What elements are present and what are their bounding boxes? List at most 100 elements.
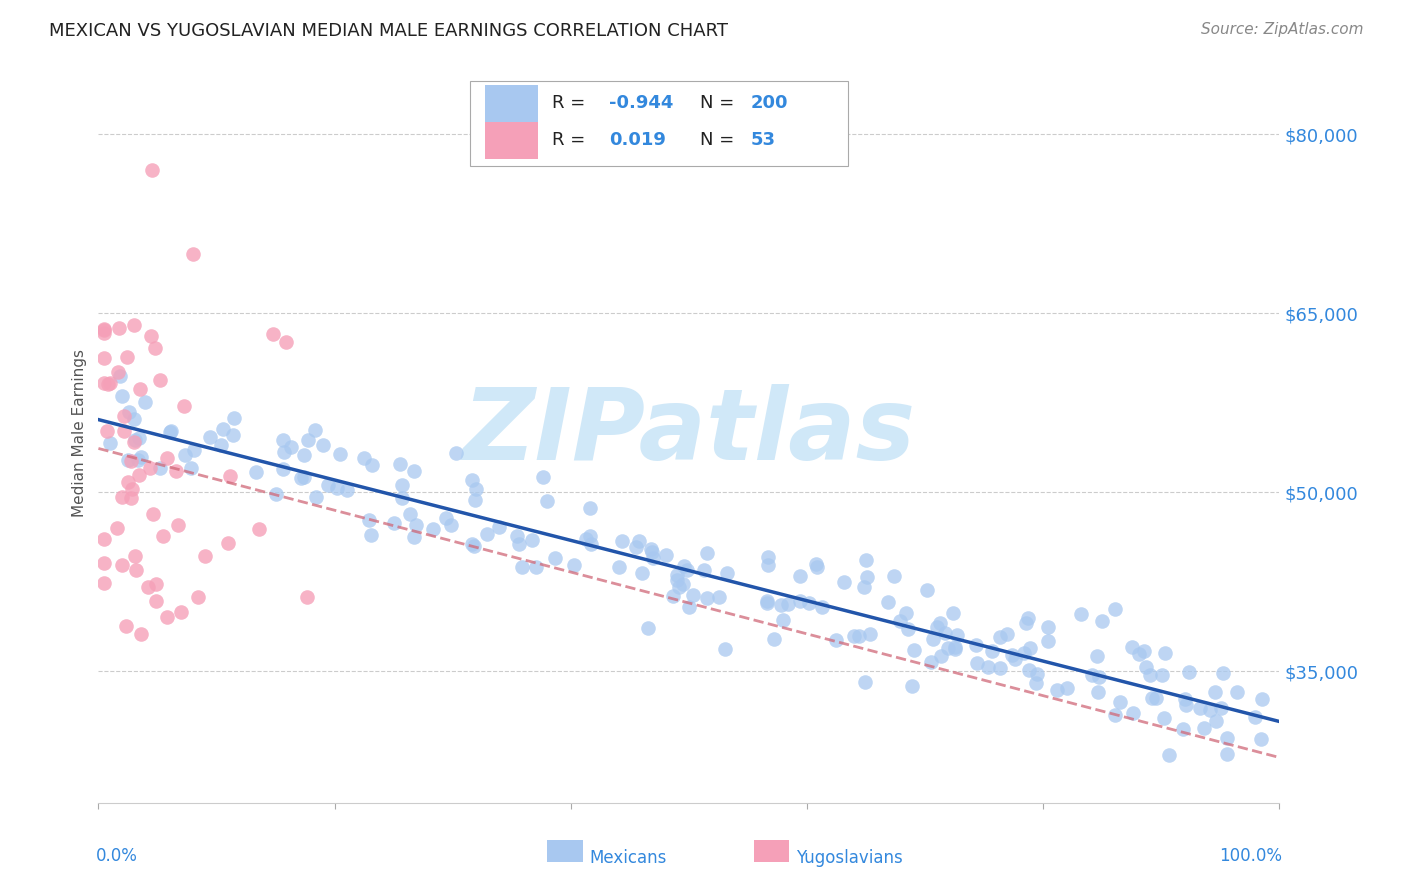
Point <box>93 556 115 570</box>
Point <box>852 580 875 594</box>
Point <box>1056 681 1078 696</box>
Point <box>305 491 328 505</box>
Point <box>506 529 529 543</box>
Point <box>93 533 115 547</box>
Point <box>120 491 142 506</box>
Point <box>995 626 1018 640</box>
Point <box>141 162 163 177</box>
Point <box>1188 701 1211 715</box>
Point <box>105 521 128 535</box>
Point <box>756 596 779 610</box>
Point <box>461 536 484 550</box>
Point <box>98 376 121 390</box>
Point <box>297 434 319 448</box>
Point <box>93 326 115 340</box>
Point <box>122 412 145 426</box>
Point <box>1081 668 1104 682</box>
Point <box>897 623 920 637</box>
Point <box>115 350 138 364</box>
Point <box>915 583 938 598</box>
Text: 100.0%: 100.0% <box>1219 847 1282 865</box>
Point <box>665 573 688 587</box>
Point <box>1133 644 1156 658</box>
Point <box>942 606 965 620</box>
Point <box>156 450 179 465</box>
Point <box>1215 731 1237 745</box>
Point <box>936 640 959 655</box>
Point <box>1088 670 1111 684</box>
Point <box>981 644 1004 658</box>
Point <box>1104 602 1126 616</box>
Point <box>988 630 1011 644</box>
Point <box>93 575 115 590</box>
Point <box>637 621 659 635</box>
Point <box>361 458 384 473</box>
Point <box>359 512 381 526</box>
Point <box>682 588 704 602</box>
Point <box>883 568 905 582</box>
Point <box>124 564 146 578</box>
Point <box>117 475 139 490</box>
Point <box>756 593 779 607</box>
Point <box>1215 747 1237 762</box>
Text: N =: N = <box>700 131 740 149</box>
Point <box>925 620 948 634</box>
Point <box>696 546 718 560</box>
Point <box>304 423 326 437</box>
Text: ZIPatlas: ZIPatlas <box>463 384 915 481</box>
Point <box>776 597 799 611</box>
Point <box>1153 646 1175 660</box>
Point <box>811 599 834 614</box>
Point <box>579 537 602 551</box>
Point <box>280 440 302 454</box>
Point <box>326 481 349 495</box>
Point <box>1144 691 1167 706</box>
Text: Yugoslavians: Yugoslavians <box>796 849 903 867</box>
Point <box>143 341 166 355</box>
Point <box>97 376 120 391</box>
Point <box>187 591 209 605</box>
Point <box>463 539 485 553</box>
Point <box>145 594 167 608</box>
Point <box>1198 703 1220 717</box>
Point <box>988 661 1011 675</box>
Point <box>273 444 295 458</box>
Point <box>920 655 942 669</box>
Point <box>181 246 204 260</box>
Point <box>264 486 287 500</box>
Point <box>578 529 600 543</box>
Point <box>166 518 188 533</box>
Point <box>461 473 484 487</box>
Point <box>610 534 633 549</box>
Point <box>1204 685 1226 699</box>
Point <box>806 560 828 574</box>
Text: 200: 200 <box>751 95 787 112</box>
Point <box>709 590 731 604</box>
Point <box>107 321 129 335</box>
Point <box>173 399 195 413</box>
Point <box>1012 646 1035 660</box>
Point <box>789 569 811 583</box>
Point <box>1250 731 1272 746</box>
Point <box>1091 615 1114 629</box>
Point <box>122 318 145 333</box>
Point <box>825 633 848 648</box>
Point <box>194 549 217 563</box>
Point <box>1036 634 1059 648</box>
Point <box>1171 722 1194 736</box>
Point <box>661 589 683 603</box>
Point <box>804 557 827 571</box>
Point <box>138 580 160 594</box>
Point <box>1175 698 1198 713</box>
Point <box>929 616 952 631</box>
Point <box>111 388 134 402</box>
Point <box>224 411 246 425</box>
Point <box>1025 667 1047 681</box>
Point <box>624 540 647 554</box>
Point <box>93 376 115 390</box>
Point <box>889 615 911 629</box>
Point <box>966 656 988 670</box>
Point <box>676 563 699 577</box>
Point <box>1018 663 1040 677</box>
Bar <box>547 840 582 862</box>
